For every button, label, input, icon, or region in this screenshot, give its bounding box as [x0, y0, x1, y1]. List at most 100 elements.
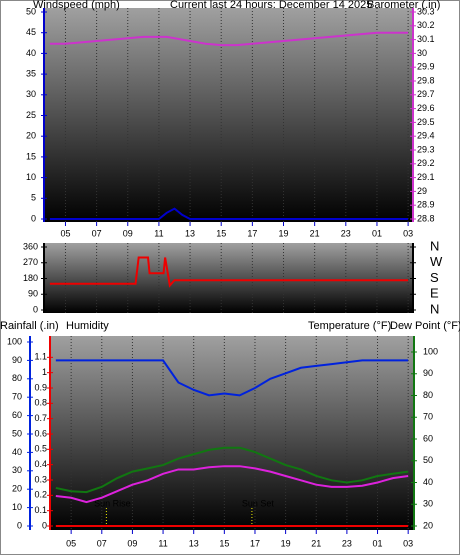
y-tick-label: 0: [33, 304, 38, 314]
y-tick-label: 10: [26, 172, 36, 182]
y-tick-label: 1: [42, 367, 47, 377]
legend-label: Rainfall (.in): [0, 320, 59, 332]
y-tick-label: 10: [12, 502, 22, 512]
y-tick-label: 29.7: [417, 89, 435, 99]
series-line: [49, 31, 409, 47]
x-tick-label: 11: [154, 228, 163, 238]
plot-background: [44, 8, 414, 222]
x-tick-label: 01: [372, 228, 382, 238]
y-tick-label: 29.1: [417, 172, 435, 182]
series-line: [49, 256, 409, 288]
y-tick-label: 30: [417, 48, 427, 58]
y-tick-label: 30.1: [417, 34, 435, 44]
y-tick-label: 45: [26, 27, 36, 37]
annotation-label: Sun Set: [242, 498, 275, 508]
y-tick-label: 30.3: [417, 6, 435, 16]
legend-label: Temperature (°F): [308, 320, 391, 332]
y-tick-label: 28.9: [417, 200, 435, 210]
y-tick-label: 0.7: [34, 413, 47, 423]
x-tick-label: 17: [250, 538, 260, 548]
y-tick-label: 70: [423, 412, 433, 422]
x-tick-label: 13: [189, 538, 199, 548]
legend-label: Windspeed (mph): [33, 0, 120, 11]
chart-title: Current last 24 hours: December 14 2025: [170, 0, 372, 11]
y-tick-label: 80: [423, 390, 433, 400]
y-tick-label: 29.9: [417, 62, 435, 72]
x-tick-label: 09: [127, 538, 137, 548]
y-tick-label: 60: [423, 433, 433, 443]
x-tick-label: 23: [342, 538, 352, 548]
y-tick-label: 40: [26, 48, 36, 58]
y-tick-label: 0.2: [34, 490, 47, 500]
x-tick-label: 01: [373, 538, 383, 548]
y-tick-label: 30.2: [417, 20, 435, 30]
y-tick-label: 35: [26, 68, 36, 78]
x-tick-label: 03: [403, 228, 413, 238]
y-tick-label: 20: [423, 520, 433, 530]
x-tick-label: 19: [279, 228, 289, 238]
y-tick-label: 0: [42, 520, 47, 530]
y-tick-label: 5: [31, 193, 36, 203]
x-tick-label: 21: [310, 228, 320, 238]
series-line: [55, 359, 409, 397]
y-tick-label: 28.8: [417, 213, 435, 223]
y-tick-label: 270: [23, 257, 38, 267]
x-tick-label: 17: [247, 228, 257, 238]
y-tick-label: 90: [12, 355, 22, 365]
x-tick-label: 11: [158, 538, 167, 548]
x-tick-label: 21: [311, 538, 321, 548]
series-line: [55, 465, 409, 504]
x-tick-label: 15: [216, 228, 226, 238]
y-tick-label: 29.4: [417, 131, 435, 141]
y-tick-label: 29.5: [417, 117, 435, 127]
y-tick-label: 100: [423, 346, 438, 356]
legend-label: Barometer (.in): [367, 0, 440, 11]
y-tick-label: 0: [31, 213, 36, 223]
y-tick-label: 0.1: [34, 505, 47, 515]
x-tick-label: 07: [92, 228, 102, 238]
y-tick-label: E: [430, 286, 439, 301]
annotation-label: Sun Rise: [94, 498, 131, 508]
y-tick-label: 30: [423, 499, 433, 509]
y-tick-label: 15: [26, 151, 36, 161]
y-tick-label: 180: [23, 273, 38, 283]
series-line: [55, 446, 409, 494]
y-tick-label: 0.8: [34, 398, 47, 408]
x-tick-label: 03: [403, 538, 413, 548]
plot-background: [44, 243, 414, 313]
y-tick-label: 25: [26, 110, 36, 120]
y-tick-label: 29.3: [417, 144, 435, 154]
y-tick-label: 29.2: [417, 158, 435, 168]
x-tick-label: 05: [60, 228, 70, 238]
y-tick-label: 29.8: [417, 75, 435, 85]
x-tick-label: 05: [66, 538, 76, 548]
y-tick-label: W: [430, 254, 443, 269]
y-tick-label: 50: [423, 455, 433, 465]
x-tick-label: 09: [123, 228, 133, 238]
y-tick-label: 50: [12, 428, 22, 438]
y-tick-label: 29: [417, 186, 427, 196]
y-tick-label: 20: [26, 131, 36, 141]
y-tick-label: 0.6: [34, 428, 47, 438]
y-tick-label: S: [430, 270, 439, 285]
y-tick-label: 80: [12, 373, 22, 383]
y-tick-label: N: [430, 301, 439, 316]
y-tick-label: 40: [423, 477, 433, 487]
y-tick-label: 20: [12, 484, 22, 494]
y-tick-label: 29.6: [417, 103, 435, 113]
y-tick-label: N: [430, 238, 439, 253]
legend-label: Dew Point (°F): [390, 320, 460, 332]
y-tick-label: 60: [12, 410, 22, 420]
x-tick-label: 07: [97, 538, 107, 548]
y-tick-label: 0: [17, 520, 22, 530]
y-tick-label: 0.5: [34, 444, 47, 454]
y-tick-label: 360: [23, 241, 38, 251]
series-line: [49, 207, 409, 220]
y-tick-label: 40: [12, 447, 22, 457]
y-tick-label: 70: [12, 392, 22, 402]
x-tick-label: 23: [341, 228, 351, 238]
plot-background: [50, 336, 414, 530]
y-tick-label: 30: [12, 465, 22, 475]
y-tick-label: 0.9: [34, 382, 47, 392]
